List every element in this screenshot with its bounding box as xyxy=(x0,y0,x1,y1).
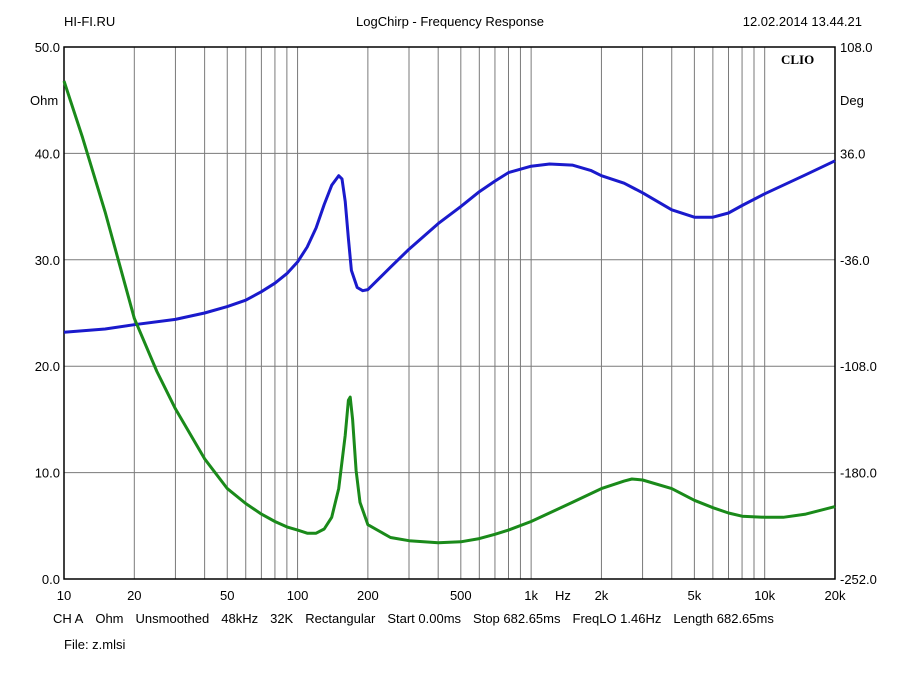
x-axis-unit: Hz xyxy=(555,588,571,603)
y-right-tick-label: 36.0 xyxy=(840,146,865,161)
y-right-unit: Deg xyxy=(840,93,864,108)
header-title: LogChirp - Frequency Response xyxy=(356,14,544,29)
header-timestamp: 12.02.2014 13.44.21 xyxy=(742,14,862,29)
plot-frame xyxy=(63,46,836,580)
y-left-tick-label: 50.0 xyxy=(35,40,60,55)
footer-item: Unsmoothed xyxy=(135,611,210,626)
series-layer xyxy=(62,80,836,545)
y-right-tick-label: -36.0 xyxy=(840,253,870,268)
footer-item: FreqLO 1.46Hz xyxy=(572,611,662,626)
y-right-tick-label: -108.0 xyxy=(840,359,877,374)
x-tick-label: 500 xyxy=(450,588,472,603)
x-tick-label: 20k xyxy=(825,588,846,603)
footer-item: Ohm xyxy=(95,611,124,626)
axis-labels: 10 20 50 100 200 500 1k 2k 5k 10k 20k Hz 0.0 10.0 20.0… xyxy=(30,40,877,603)
footer-item: Start 0.00ms xyxy=(387,611,462,626)
x-tick-label: 100 xyxy=(287,588,309,603)
y-left-tick-label: 0.0 xyxy=(42,572,60,587)
footer-item: 48kHz xyxy=(221,611,259,626)
x-tick-label: 10k xyxy=(754,588,775,603)
footer-item: CH A xyxy=(53,611,84,626)
y-left-tick-label: 40.0 xyxy=(35,146,60,161)
x-tick-label: 5k xyxy=(688,588,702,603)
x-tick-label: 2k xyxy=(595,588,609,603)
grid-lines xyxy=(64,47,835,579)
y-left-unit: Ohm xyxy=(30,93,58,108)
x-tick-label: 20 xyxy=(127,588,141,603)
footer-item: Rectangular xyxy=(305,611,376,626)
y-right-tick-label: 108.0 xyxy=(840,40,873,55)
blue-series-line xyxy=(63,159,836,334)
x-tick-label: 10 xyxy=(57,588,71,603)
y-right-tick-label: -252.0 xyxy=(840,572,877,587)
clio-brand: CLIO xyxy=(781,52,815,67)
file-name: File: z.mlsi xyxy=(64,637,126,652)
y-right-tick-label: -180.0 xyxy=(840,466,877,481)
footer-item: Stop 682.65ms xyxy=(473,611,561,626)
y-left-tick-label: 10.0 xyxy=(35,466,60,481)
x-tick-label: 1k xyxy=(524,588,538,603)
footer-item: Length 682.65ms xyxy=(673,611,774,626)
x-tick-label: 200 xyxy=(357,588,379,603)
y-left-tick-label: 20.0 xyxy=(35,359,60,374)
footer-parameters: CH A Ohm Unsmoothed 48kHz 32K Rectangular Star… xyxy=(53,611,786,626)
y-left-tick-label: 30.0 xyxy=(35,253,60,268)
x-tick-label: 50 xyxy=(220,588,234,603)
footer-item: 32K xyxy=(270,611,294,626)
header-left-label: HI-FI.RU xyxy=(64,14,116,29)
green-series-line xyxy=(62,80,836,545)
